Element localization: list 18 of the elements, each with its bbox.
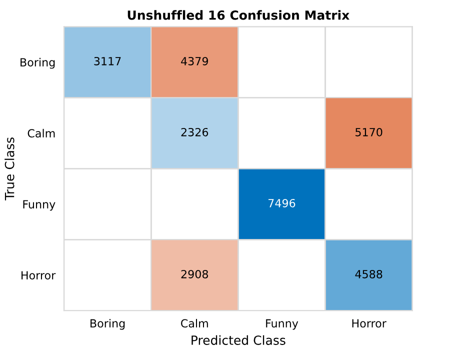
x-axis-title: Predicted Class (192, 335, 286, 345)
y-tick-label: Horror (22, 271, 56, 280)
x-tick-label: Boring (90, 318, 125, 330)
data-label: 2326 (181, 128, 208, 136)
x-tick-label: Funny (266, 319, 298, 330)
y-tick-label: Funny (23, 200, 56, 211)
data-label: 3117 (94, 56, 121, 66)
data-label: 5170 (356, 128, 382, 136)
data-label: 4588 (355, 270, 382, 278)
data-label: 2908 (181, 270, 208, 278)
data-label: 4379 (181, 56, 208, 66)
y-tick-label: Boring (20, 58, 55, 69)
y-tick-label: Calm (28, 128, 55, 138)
x-tick-label: Horror (352, 319, 386, 328)
x-tick-label: Calm (181, 318, 208, 328)
data-label: 7496 (268, 198, 296, 208)
chart-title: Unshuffled 16 Confusion Matrix (128, 10, 350, 20)
y-axis-title: True Class (4, 138, 14, 200)
